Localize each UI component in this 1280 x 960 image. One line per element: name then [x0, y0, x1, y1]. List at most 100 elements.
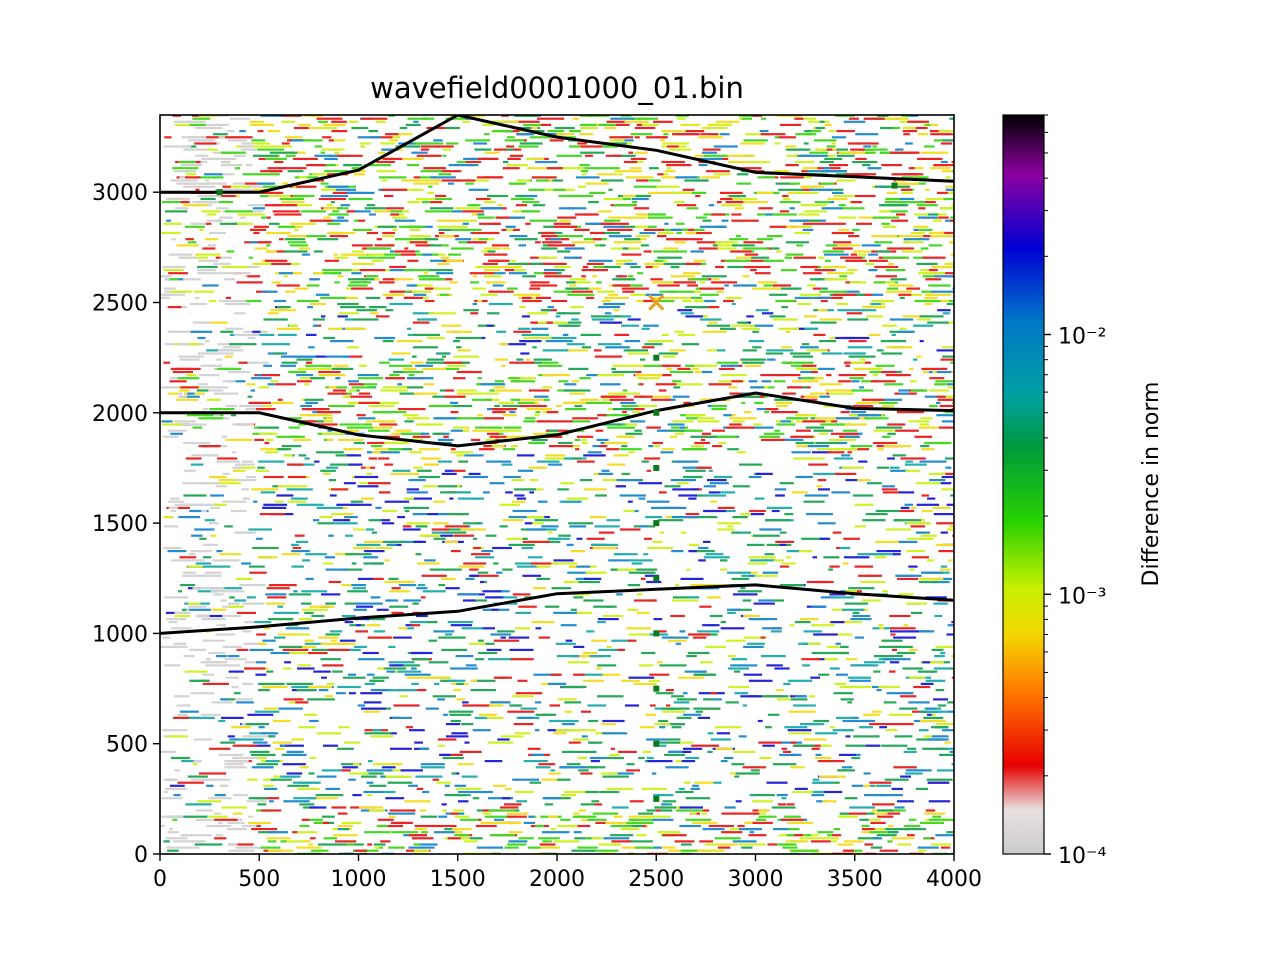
- heatmap-cell: [527, 167, 553, 170]
- heatmap-cell: [187, 775, 208, 778]
- heatmap-cell: [841, 766, 853, 769]
- heatmap-cell: [404, 509, 410, 513]
- heatmap-cell: [657, 235, 667, 238]
- heatmap-cell: [530, 562, 557, 565]
- heatmap-cell: [399, 392, 422, 395]
- heatmap-cell: [891, 787, 903, 790]
- heatmap-cell: [689, 238, 703, 241]
- heatmap-cell: [879, 726, 887, 729]
- heatmap-cell: [398, 627, 408, 630]
- heatmap-cell: [203, 716, 215, 719]
- heatmap-cell: [541, 831, 570, 834]
- heatmap-cell: [361, 775, 377, 778]
- heatmap-cell: [696, 241, 723, 244]
- heatmap-cell: [804, 738, 827, 741]
- heatmap-cell: [276, 327, 301, 330]
- heatmap-cell: [546, 179, 563, 182]
- heatmap-cell: [422, 296, 429, 299]
- heatmap-cell: [327, 231, 356, 235]
- heatmap-cell: [637, 377, 660, 380]
- heatmap-cell: [697, 306, 720, 309]
- heatmap-cell: [165, 197, 191, 201]
- heatmap-cell: [298, 123, 311, 126]
- heatmap-cell: [328, 185, 349, 188]
- heatmap-cell: [902, 241, 924, 244]
- heatmap-cell: [171, 756, 190, 760]
- heatmap-cell: [573, 673, 585, 676]
- heatmap-cell: [670, 275, 696, 278]
- heatmap-cell: [766, 349, 794, 352]
- heatmap-cell: [781, 361, 806, 364]
- heatmap-cell: [169, 377, 186, 380]
- colorbar-tick-label: 10⁻⁴: [1058, 844, 1107, 869]
- heatmap-cell: [180, 584, 195, 587]
- heatmap-cell: [863, 772, 871, 775]
- heatmap-cell: [437, 738, 457, 741]
- heatmap-cell: [288, 426, 300, 429]
- heatmap-cell: [511, 479, 525, 482]
- heatmap-cell: [740, 358, 767, 361]
- heatmap-cell: [832, 531, 842, 534]
- heatmap-cell: [480, 207, 503, 210]
- heatmap-cell: [445, 126, 460, 130]
- heatmap-cell: [686, 655, 697, 658]
- heatmap-cell: [331, 513, 342, 516]
- heatmap-cell: [268, 618, 294, 621]
- heatmap-cell: [280, 744, 286, 747]
- heatmap-cell: [227, 735, 235, 738]
- heatmap-cell: [269, 584, 297, 587]
- heatmap-cell: [820, 148, 827, 151]
- heatmap-cell: [872, 216, 900, 219]
- heatmap-cell: [695, 194, 701, 198]
- heatmap-cell: [320, 296, 347, 299]
- heatmap-cell: [876, 250, 891, 253]
- heatmap-cell: [283, 454, 293, 457]
- heatmap-cell: [217, 349, 244, 352]
- heatmap-cell: [536, 565, 551, 568]
- heatmap-cell: [827, 197, 848, 201]
- heatmap-cell: [425, 238, 439, 241]
- heatmap-cell: [807, 284, 816, 287]
- heatmap-cell: [522, 537, 528, 540]
- heatmap-cell: [414, 225, 426, 228]
- heatmap-cell: [378, 491, 391, 494]
- heatmap-cell: [917, 216, 938, 219]
- heatmap-cell: [185, 238, 194, 241]
- heatmap-cell: [813, 472, 838, 475]
- heatmap-cell: [337, 747, 354, 750]
- heatmap-cell: [694, 781, 715, 784]
- heatmap-cell: [436, 219, 455, 222]
- heatmap-cell: [187, 136, 202, 139]
- heatmap-cell: [177, 377, 200, 380]
- heatmap-cell: [289, 651, 308, 655]
- heatmap-cell: [864, 661, 886, 664]
- heatmap-cell: [653, 445, 661, 448]
- heatmap-cell: [353, 228, 373, 231]
- heatmap-cell: [812, 556, 818, 559]
- heatmap-cell: [944, 321, 954, 324]
- heatmap-cell: [341, 584, 352, 587]
- heatmap-cell: [415, 250, 420, 253]
- heatmap-cell: [940, 472, 954, 475]
- heatmap-cell: [249, 744, 271, 747]
- heatmap-cell: [636, 834, 647, 837]
- heatmap-cell: [484, 269, 500, 272]
- heatmap-cell: [444, 784, 450, 787]
- heatmap-cell: [811, 840, 831, 843]
- heatmap-cell: [172, 370, 193, 374]
- heatmap-cell: [240, 148, 257, 151]
- heatmap-cell: [946, 503, 954, 506]
- heatmap-cell: [503, 414, 517, 417]
- heatmap-cell: [176, 176, 201, 179]
- heatmap-cell: [666, 167, 672, 170]
- heatmap-cell: [634, 599, 657, 602]
- heatmap-cell: [390, 136, 401, 139]
- heatmap-cell: [864, 417, 889, 420]
- heatmap-cell: [341, 568, 363, 571]
- heatmap-cell: [543, 398, 550, 401]
- heatmap-cell: [566, 543, 574, 546]
- heatmap-cell: [323, 367, 345, 370]
- heatmap-cell: [309, 219, 333, 222]
- heatmap-cell: [947, 383, 954, 386]
- heatmap-cell: [502, 247, 510, 250]
